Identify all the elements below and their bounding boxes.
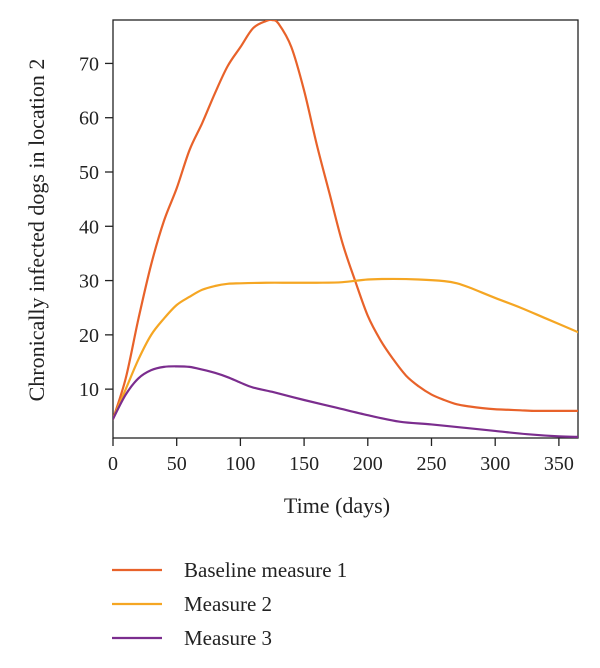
y-tick-label: 20 [79,325,99,347]
series-layer [113,20,578,438]
series-line-2 [113,277,578,421]
axes-layer: 0 50 100 150 200 250 300 350 10 20 30 40 50 60 70 [79,53,574,475]
x-tick-label: 200 [353,453,383,475]
y-axis-title: Chronically infected dogs in location 2 [24,59,49,402]
series-line-1 [113,20,578,421]
y-tick-label: 40 [79,216,99,238]
y-tick-label: 10 [79,379,99,401]
series-line-3 [113,365,578,438]
legend-label-3: Measure 3 [184,626,272,650]
x-tick-label: 0 [108,453,118,475]
y-tick-label: 60 [79,108,99,130]
y-tick-label: 70 [79,53,99,75]
y-tick-label: 50 [79,162,99,184]
x-tick-label: 50 [167,453,187,475]
x-tick-label: 250 [416,453,446,475]
x-tick-label: 150 [289,453,319,475]
x-tick-label: 300 [480,453,510,475]
x-tick-label: 100 [225,453,255,475]
legend-label-2: Measure 2 [184,592,272,616]
legend: Baseline measure 1 Measure 2 Measure 3 [112,558,347,650]
legend-label-1: Baseline measure 1 [184,558,347,582]
plot-area [112,19,579,439]
x-tick-label: 350 [544,453,574,475]
y-tick-label: 30 [79,271,99,293]
x-axis-title: Time (days) [284,493,390,518]
plot-frame [112,19,579,439]
